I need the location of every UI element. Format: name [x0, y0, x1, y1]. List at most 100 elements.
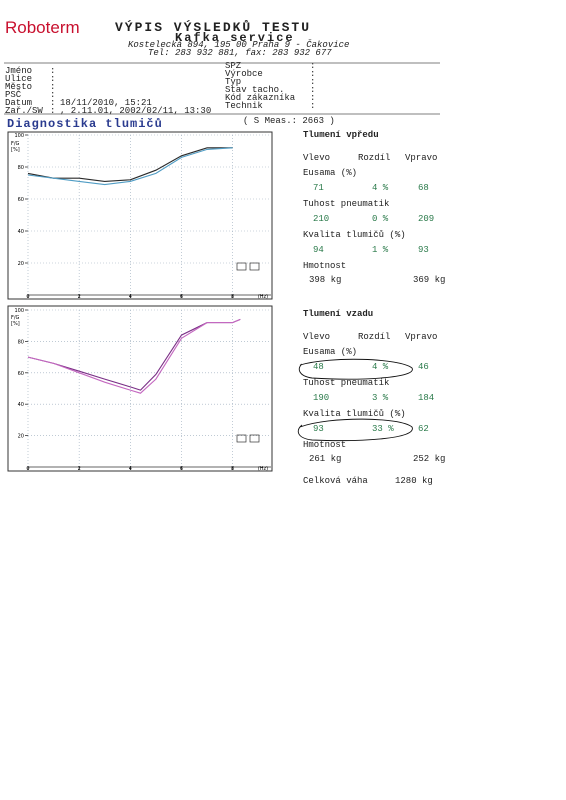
column-header: Vpravo [405, 153, 438, 163]
x-tick-label: 4 [129, 294, 132, 300]
row-value: 184 [418, 393, 435, 403]
y-label: F/G [11, 141, 20, 147]
field-label: Zař./SW [5, 106, 43, 116]
row-value: 71 [313, 183, 324, 193]
y-tick-label: 100 [14, 133, 24, 139]
x-tick-label: 6 [180, 466, 183, 472]
row-label: Kvalita tlumičů (%) [303, 409, 406, 419]
row-value: 209 [418, 214, 435, 224]
weight-label: Hmotnost [303, 261, 347, 271]
row-value: 48 [313, 362, 324, 372]
hand-mark [297, 418, 413, 442]
series-line [27, 318, 241, 394]
row-value: 190 [313, 393, 330, 403]
field-label: Výrobce [225, 69, 263, 79]
series-line [27, 147, 233, 182]
company: Kafka service [175, 31, 295, 45]
y-label: F/G [11, 315, 20, 321]
row-value: 3 % [372, 393, 389, 403]
field-sep: : [50, 106, 56, 116]
x-tick-label: 6 [180, 294, 183, 300]
field-label: Ulice [5, 74, 33, 84]
icon [236, 434, 247, 443]
field-value: 18/11/2010, 15:21 [60, 98, 152, 108]
field-sep: : [310, 77, 316, 87]
hand-mark [298, 358, 413, 380]
row-label: Eusama (%) [303, 347, 358, 357]
y-tick-label: 60 [18, 371, 24, 377]
field-label: Typ [225, 77, 242, 87]
field-sep: : [310, 93, 316, 103]
brand: Roboterm [5, 18, 80, 37]
column-header: Rozdíl [358, 153, 391, 163]
weight-label: Hmotnost [303, 440, 347, 450]
chart-frame [7, 305, 273, 472]
chart-frame [7, 131, 273, 300]
row-value: 68 [418, 183, 429, 193]
section-title: Diagnostika tlumičů [7, 117, 163, 131]
field-label: Jméno [5, 66, 33, 76]
field-sep: : [50, 98, 56, 108]
x-tick-label: 4 [129, 466, 132, 472]
y-tick-label: 80 [18, 165, 24, 171]
row-value: 4 % [372, 362, 389, 372]
row-value: 4 % [372, 183, 389, 193]
column-header: Vlevo [303, 332, 331, 342]
field-sep: : [50, 82, 56, 92]
field-label: PSČ [5, 90, 22, 100]
y-tick-label: 40 [18, 402, 24, 408]
row-value: 93 [418, 245, 429, 255]
x-tick-label: 8 [231, 294, 234, 300]
weight-value: 261 kg [309, 454, 342, 464]
address: Kostelecká 894, 195 00 Praha 9 - Čakovic… [128, 40, 350, 50]
row-label: Tuhost pneumatik [303, 378, 390, 388]
y-tick-label: 20 [18, 434, 24, 440]
column-header: Vlevo [303, 153, 331, 163]
result-title: Tlumení vpředu [303, 130, 379, 140]
field-sep: : [310, 69, 316, 79]
x-tick-label: 2 [78, 294, 81, 300]
x-unit: (Hz) [258, 466, 268, 472]
row-label: Tuhost pneumatik [303, 199, 390, 209]
field-value: , 2.11.01, 2002/02/11, 13:30 [60, 106, 212, 116]
weight-value: 252 kg [413, 454, 446, 464]
weight-value: 398 kg [309, 275, 342, 285]
x-unit: (Hz) [258, 294, 268, 300]
field-sep: : [50, 66, 56, 76]
row-label: Eusama (%) [303, 168, 358, 178]
row-value: 1 % [372, 245, 389, 255]
field-sep: : [310, 61, 316, 71]
field-label: Datum [5, 98, 33, 108]
field-label: Kód zákazníka [225, 93, 296, 103]
field-label: Město [5, 82, 33, 92]
field-label: Stav tacho. [225, 85, 285, 95]
icon [249, 262, 260, 271]
column-header: Rozdíl [358, 332, 391, 342]
field-sep: : [50, 90, 56, 100]
y-unit: [%] [11, 147, 20, 153]
field-sep: : [50, 74, 56, 84]
row-value: 46 [418, 362, 429, 372]
row-value: 94 [313, 245, 324, 255]
field-label: SPZ [225, 61, 242, 71]
x-tick-label: 8 [231, 466, 234, 472]
y-tick-label: 100 [14, 308, 24, 314]
row-value: 0 % [372, 214, 389, 224]
series-line [27, 147, 233, 186]
x-tick-label: 0 [26, 466, 29, 472]
doc-title: VÝPIS VÝSLEDKŮ TESTU [115, 20, 312, 35]
contact: Tel: 283 932 881, fax: 283 932 677 [148, 48, 332, 58]
field-label: Technik [225, 101, 263, 111]
series-line [27, 318, 241, 391]
icon [249, 434, 260, 443]
y-tick-label: 20 [18, 261, 24, 267]
y-unit: [%] [11, 321, 20, 327]
row-value: 62 [418, 424, 429, 434]
icon [236, 262, 247, 271]
total-label: Celková váha [303, 476, 368, 486]
x-tick-label: 0 [26, 294, 29, 300]
weight-value: 369 kg [413, 275, 446, 285]
y-tick-label: 80 [18, 339, 24, 345]
